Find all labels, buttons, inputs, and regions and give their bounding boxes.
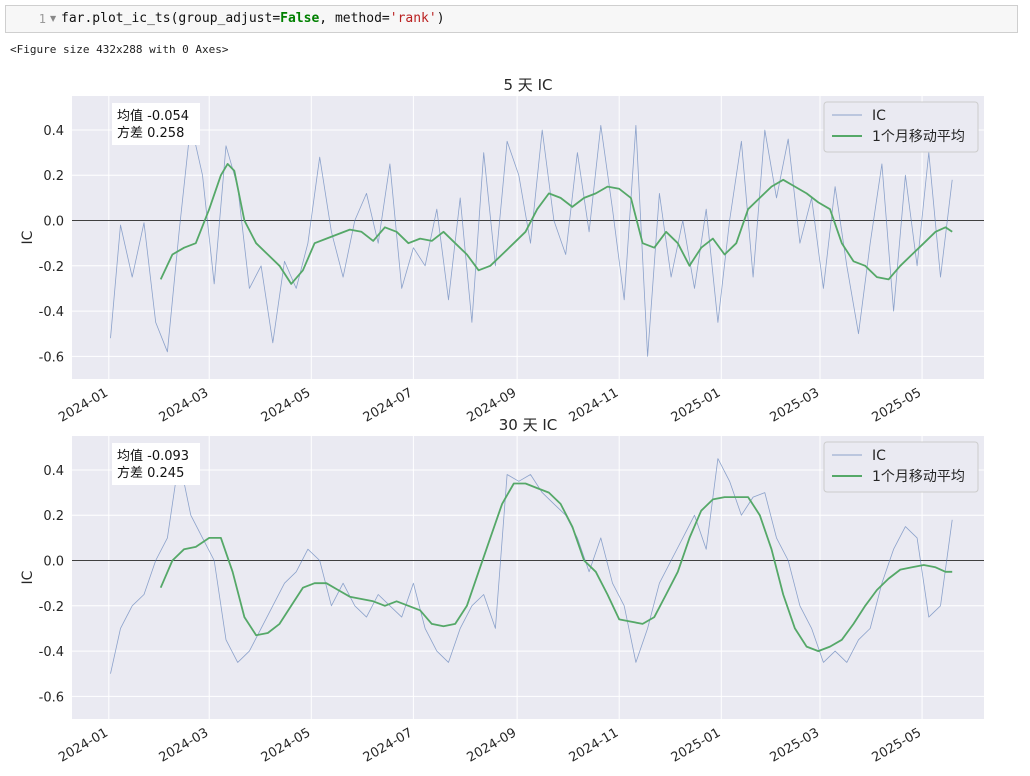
fold-arrow-icon[interactable]: ▼ bbox=[50, 14, 57, 23]
ic-figure: -0.6 -0.4 -0.2 0.0 0.2 0.4 2024-01 2024-03 2024-… bbox=[20, 76, 984, 766]
y-tick-label: 0.2 bbox=[43, 509, 64, 524]
x-tick-label: 2024-11 bbox=[567, 385, 622, 425]
x-tick-label: 2024-01 bbox=[56, 725, 111, 765]
code-middle: , method= bbox=[319, 11, 390, 26]
legend-box bbox=[823, 441, 979, 493]
stats-mean: 均值 -0.054 bbox=[117, 108, 189, 124]
y-tick-label: 0.0 bbox=[43, 215, 64, 230]
y-tick-label: 0.4 bbox=[43, 124, 64, 139]
y-tick-label: 0.0 bbox=[43, 555, 64, 570]
legend-label: IC bbox=[872, 108, 886, 124]
chart-panel-1: -0.6 -0.4 -0.2 0.0 0.2 0.4 2024-01 2024-03 2024-… bbox=[20, 76, 984, 426]
chart-title: 5 天 IC bbox=[504, 76, 553, 94]
stats-std: 方差 0.245 bbox=[117, 465, 184, 481]
code-suffix: ) bbox=[436, 11, 445, 26]
x-tick-label: 2024-07 bbox=[361, 385, 416, 425]
stats-box bbox=[112, 103, 200, 145]
x-tick-label: 2024-01 bbox=[56, 385, 111, 425]
x-tick-label: 2024-05 bbox=[259, 385, 314, 425]
x-tick-label: 2024-05 bbox=[259, 725, 314, 765]
y-tick-label: -0.2 bbox=[39, 260, 64, 275]
legend-label: 1个月移动平均 bbox=[872, 469, 965, 485]
y-tick-label: -0.4 bbox=[39, 305, 64, 320]
ic-line bbox=[110, 458, 953, 674]
stats-std: 方差 0.258 bbox=[117, 125, 184, 141]
cell-output-text: <Figure size 432x288 with 0 Axes> bbox=[10, 43, 229, 56]
x-tick-label: 2024-03 bbox=[157, 385, 212, 425]
x-tick-label: 2025-05 bbox=[870, 385, 925, 425]
x-tick-label: 2025-05 bbox=[870, 725, 925, 765]
y-axis-label: IC bbox=[20, 230, 36, 244]
x-tick-label: 2024-11 bbox=[567, 725, 622, 765]
x-tick-label: 2025-01 bbox=[669, 725, 724, 765]
line-number: 1 bbox=[38, 12, 46, 26]
x-tick-label: 2025-01 bbox=[669, 385, 724, 425]
legend-box bbox=[823, 101, 979, 153]
y-tick-label: -0.4 bbox=[39, 645, 64, 660]
y-tick-label: -0.6 bbox=[39, 690, 64, 705]
x-tick-label: 2024-03 bbox=[157, 725, 212, 765]
code-cell[interactable]: 1 ▼ far.plot_ic_ts(group_adjust=False, m… bbox=[5, 5, 1018, 33]
x-tick-label: 2025-03 bbox=[767, 725, 822, 765]
legend-label: 1个月移动平均 bbox=[872, 129, 965, 145]
code-line[interactable]: far.plot_ic_ts(group_adjust=False, metho… bbox=[61, 6, 445, 32]
chart-title: 30 天 IC bbox=[499, 416, 558, 434]
stats-mean: 均值 -0.093 bbox=[117, 448, 189, 464]
stats-box bbox=[112, 443, 200, 485]
y-tick-label: -0.2 bbox=[39, 600, 64, 615]
y-tick-label: 0.4 bbox=[43, 464, 64, 479]
y-tick-label: -0.6 bbox=[39, 350, 64, 365]
moving-average-line bbox=[159, 482, 953, 652]
code-prefix: far.plot_ic_ts(group_adjust= bbox=[61, 11, 281, 26]
code-keyword: False bbox=[280, 11, 320, 26]
x-tick-label: 2025-03 bbox=[767, 385, 822, 425]
moving-average-line bbox=[159, 163, 953, 285]
code-string: 'rank' bbox=[389, 11, 437, 26]
x-tick-label: 2024-09 bbox=[465, 725, 520, 765]
legend-label: IC bbox=[872, 448, 886, 464]
chart-panel-2: -0.6 -0.4 -0.2 0.0 0.2 0.4 2024-01 2024-03 2024-… bbox=[20, 416, 984, 766]
y-axis-label: IC bbox=[20, 570, 36, 584]
y-tick-label: 0.2 bbox=[43, 169, 64, 184]
x-tick-label: 2024-07 bbox=[361, 725, 416, 765]
